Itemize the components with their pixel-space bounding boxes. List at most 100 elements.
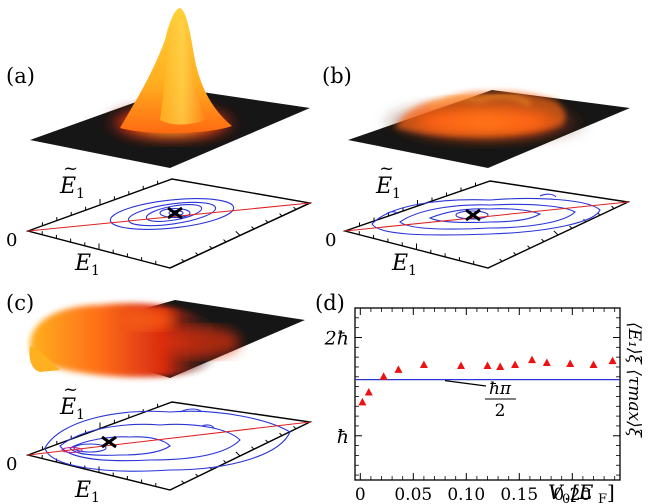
base-tick: [265, 219, 269, 223]
y-tick-labels: ħ 2ħ: [324, 327, 349, 447]
svg-text:1: 1: [76, 186, 85, 202]
panel-label-a: (a): [6, 64, 35, 88]
max-marker-c: [101, 435, 117, 449]
base-tick: [513, 251, 517, 256]
base-tick: [279, 432, 283, 436]
x-axis-label-a: E 1: [74, 251, 100, 279]
chart-frame: [354, 307, 621, 481]
base-tick: [195, 252, 199, 256]
data-point: [608, 356, 617, 365]
data-point: [364, 388, 373, 396]
data-point: [496, 362, 505, 370]
svg-text:~: ~: [63, 158, 78, 179]
x-tick-label: 0.15: [500, 485, 538, 504]
panel-label-d: (d): [315, 291, 345, 315]
base-tick: [553, 230, 559, 236]
svg-text:E: E: [74, 251, 91, 276]
data-point: [419, 360, 428, 369]
data-point: [379, 372, 388, 380]
base-tick: [611, 205, 615, 209]
svg-text:E: E: [74, 478, 91, 503]
panel-a: (a) 0 E: [6, 8, 313, 279]
base-tick: [223, 459, 227, 464]
x-tick-label: 0.05: [394, 485, 432, 504]
x-tick-labels: 0 0.05 0.10 0.15 0.20: [355, 485, 591, 504]
base-tick: [569, 225, 573, 229]
x-tick-label: 0: [355, 485, 366, 504]
x-axis-label-b: E 1: [391, 251, 417, 279]
base-tick: [181, 480, 185, 484]
y-axis-label: ⟨E₁⟩ξ ⟨τmax⟩ξ: [624, 322, 644, 439]
base-tick: [293, 425, 297, 430]
x-axis-label-c: E 1: [74, 478, 100, 504]
base-tick: [251, 446, 255, 450]
data-point: [589, 360, 598, 369]
svg-text:ħπ: ħπ: [489, 379, 512, 399]
base-tick: [541, 238, 545, 242]
origin-label-b: 0: [325, 230, 336, 251]
reference-line-b: [344, 201, 629, 232]
reference-line-c: [27, 421, 311, 456]
base-tick: [265, 439, 269, 443]
data-point: [394, 365, 403, 373]
y-tick-label: 2ħ: [324, 327, 349, 349]
data-markers: [358, 355, 617, 406]
y-axis-label-a: E ~ 1: [59, 158, 85, 202]
base-tick: [195, 473, 199, 477]
base-tick: [209, 245, 213, 249]
svg-text:E: E: [59, 395, 76, 420]
panel-d: (d) 0 0.05 0.10 0.15 0.20 ħ 2ħ ħπ 2 V 0 [E F …: [315, 291, 644, 504]
surface-plot-c: [29, 300, 305, 378]
data-point: [528, 355, 537, 364]
data-point: [483, 361, 492, 369]
reference-pointer: [444, 380, 487, 387]
svg-text:[E: [E: [571, 480, 594, 504]
data-point: [457, 361, 465, 369]
data-point: [511, 360, 520, 369]
chart-ticks: [355, 308, 620, 480]
svg-text:1: 1: [76, 407, 85, 423]
max-marker-a: [167, 206, 183, 220]
svg-text:~: ~: [63, 379, 78, 400]
y-axis-label-b: E ~ 1: [375, 158, 401, 202]
x-tick-label: 0.10: [447, 485, 485, 504]
x-axis-label: V 0 [E F ]: [548, 480, 615, 504]
svg-text:V: V: [548, 480, 565, 504]
reference-fraction: ħπ 2: [485, 379, 516, 421]
base-tick: [293, 206, 297, 210]
origin-label-c: 0: [6, 454, 17, 475]
data-point: [358, 397, 367, 406]
panel-label-c: (c): [6, 291, 34, 315]
base-tick: [279, 213, 283, 217]
svg-text:2: 2: [495, 401, 506, 421]
contour-ticks-a: [41, 180, 297, 265]
svg-text:1: 1: [408, 263, 417, 279]
x-tick-label: 0.20: [553, 485, 591, 504]
base-tick: [235, 451, 241, 457]
panel-label-b: (b): [322, 64, 352, 88]
panel-b: (b) 0 E: [322, 64, 631, 279]
svg-text:F: F: [598, 492, 607, 504]
svg-text:E: E: [391, 251, 408, 276]
max-marker-b: [465, 208, 481, 222]
surface-plot-b: [348, 90, 630, 168]
panel-c: (c): [6, 291, 313, 504]
contour-ticks-c: [41, 403, 297, 487]
base-tick: [527, 245, 531, 249]
y-axis-label-c: E ~ 1: [59, 379, 85, 423]
surface-plot-a: [30, 8, 310, 168]
contours-b: [371, 193, 601, 236]
base-tick: [223, 239, 227, 243]
base-tick: [499, 258, 503, 262]
svg-text:0: 0: [562, 492, 570, 504]
contour-plot-b: 0 E ~ 1 E 1: [325, 158, 631, 279]
svg-text:1: 1: [91, 263, 100, 279]
svg-text:~: ~: [379, 158, 394, 179]
contour-plot-a: 0 E ~ 1 E 1: [6, 158, 313, 279]
origin-label-a: 0: [6, 230, 17, 251]
data-point: [542, 358, 551, 367]
svg-text:E: E: [59, 174, 76, 199]
svg-text:E: E: [375, 174, 392, 199]
svg-text:1: 1: [91, 490, 100, 504]
